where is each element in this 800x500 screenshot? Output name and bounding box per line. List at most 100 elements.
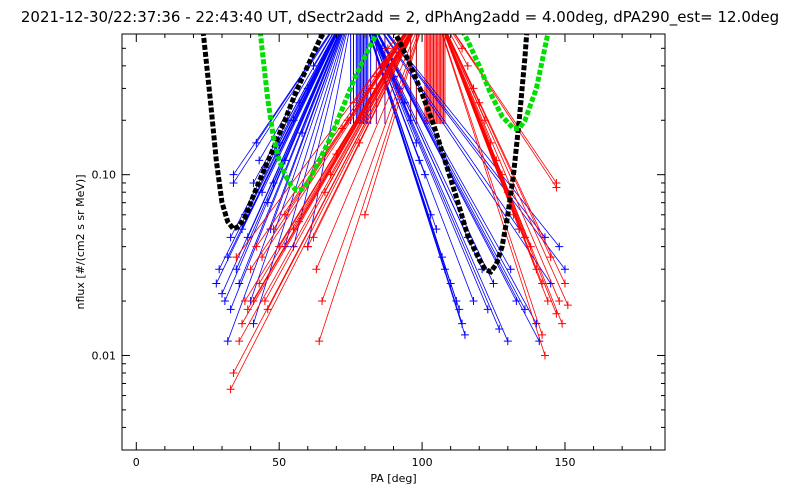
data-point-red (526, 242, 535, 251)
x-tick-label: 0 (133, 456, 140, 469)
data-point-blue (483, 305, 492, 314)
series-line-blue (371, 34, 474, 302)
series-line-red (416, 0, 430, 7)
series-line-red (261, 34, 408, 258)
data-point-red (563, 301, 572, 310)
data-point-blue (223, 253, 232, 262)
series-line-red (381, 34, 406, 67)
data-point-red (235, 337, 244, 346)
series-line-red (330, 34, 411, 175)
data-point-red (538, 330, 547, 339)
data-point-blue (243, 233, 252, 242)
plot-frame (121, 33, 666, 451)
y-tick-label: 0.01 (92, 349, 117, 362)
series-line-red (347, 34, 407, 121)
data-point-blue (426, 210, 435, 219)
data-point-red (295, 217, 304, 226)
data-point-blue (469, 297, 478, 306)
data-point-red (255, 279, 264, 288)
series-line-blue (372, 34, 489, 310)
data-point-blue (540, 233, 549, 242)
series-line-red (387, 34, 401, 49)
data-point-red (383, 44, 392, 53)
data-point-blue (432, 225, 441, 234)
data-point-red (555, 297, 564, 306)
data-point-red (378, 61, 387, 70)
series-line-blue (261, 34, 338, 193)
data-point-red (269, 225, 278, 234)
series-line-blue (253, 34, 345, 324)
series-line-red (445, 34, 560, 302)
series-line-red (447, 34, 566, 284)
series-line-blue (233, 34, 330, 175)
data-point-blue (452, 297, 461, 306)
data-point-red (349, 98, 358, 107)
series-red (226, 0, 572, 394)
x-tick-label: 150 (554, 456, 575, 469)
data-point-red (263, 305, 272, 314)
x-axis: 0 50 100 150 (133, 34, 652, 469)
data-point-red (232, 253, 241, 262)
series-line-blue (374, 34, 494, 284)
data-point-blue (503, 337, 512, 346)
series-line-blue (356, 0, 365, 7)
data-point-blue (506, 265, 515, 274)
data-point-blue (226, 305, 235, 314)
data-point-red (498, 170, 507, 179)
data-point-red (289, 225, 298, 234)
data-point-red (540, 351, 549, 360)
series-line-blue (373, 34, 500, 330)
series-line-blue (386, 34, 566, 270)
series-line-red (315, 34, 416, 270)
data-point-blue (555, 242, 564, 251)
series-line-red (335, 34, 410, 155)
series-line-blue (241, 34, 338, 230)
data-point-blue (238, 225, 247, 234)
x-tick-label: 100 (412, 456, 433, 469)
data-point-red (318, 297, 327, 306)
series-line-red (324, 34, 412, 193)
series-line-blue (372, 34, 417, 143)
y-tick-label: 1.00 (92, 0, 117, 1)
y-tick-label: 0.10 (92, 169, 117, 182)
series-line-blue (270, 34, 343, 230)
data-point-blue (458, 319, 467, 328)
data-point-blue (420, 170, 429, 179)
data-point-red (360, 210, 369, 219)
data-point-blue (215, 265, 224, 274)
data-point-red (552, 178, 561, 187)
data-point-blue (406, 116, 415, 125)
data-point-blue (280, 156, 289, 165)
data-point-red (543, 297, 552, 306)
series-line-red (444, 34, 549, 302)
data-point-blue (289, 116, 298, 125)
data-point-red (509, 210, 518, 219)
series-line-blue (258, 34, 334, 161)
data-point-blue (372, 34, 381, 38)
series-line-red (431, 0, 440, 7)
series-line-blue (313, 34, 333, 67)
data-point-blue (232, 265, 241, 274)
data-point-blue (415, 156, 424, 165)
data-point-blue (223, 337, 232, 346)
data-point-red (226, 385, 235, 394)
series-line-blue (244, 34, 337, 215)
data-point-red (332, 150, 341, 159)
data-point-red (246, 265, 255, 274)
data-point-red (458, 44, 467, 53)
data-point-red (275, 242, 284, 251)
series-line-blue (307, 34, 337, 89)
data-point-red (418, 0, 426, 6)
data-point-blue (295, 98, 304, 107)
series-line-blue (238, 34, 341, 284)
data-point-blue (344, 0, 352, 6)
series-line-blue (382, 34, 552, 284)
series-line-blue (374, 34, 483, 270)
series-line-blue (267, 34, 340, 203)
data-point-blue (512, 297, 521, 306)
data-point-red (280, 210, 289, 219)
data-point-blue (560, 265, 569, 274)
data-point-blue (400, 98, 409, 107)
series-line-red (446, 34, 569, 306)
